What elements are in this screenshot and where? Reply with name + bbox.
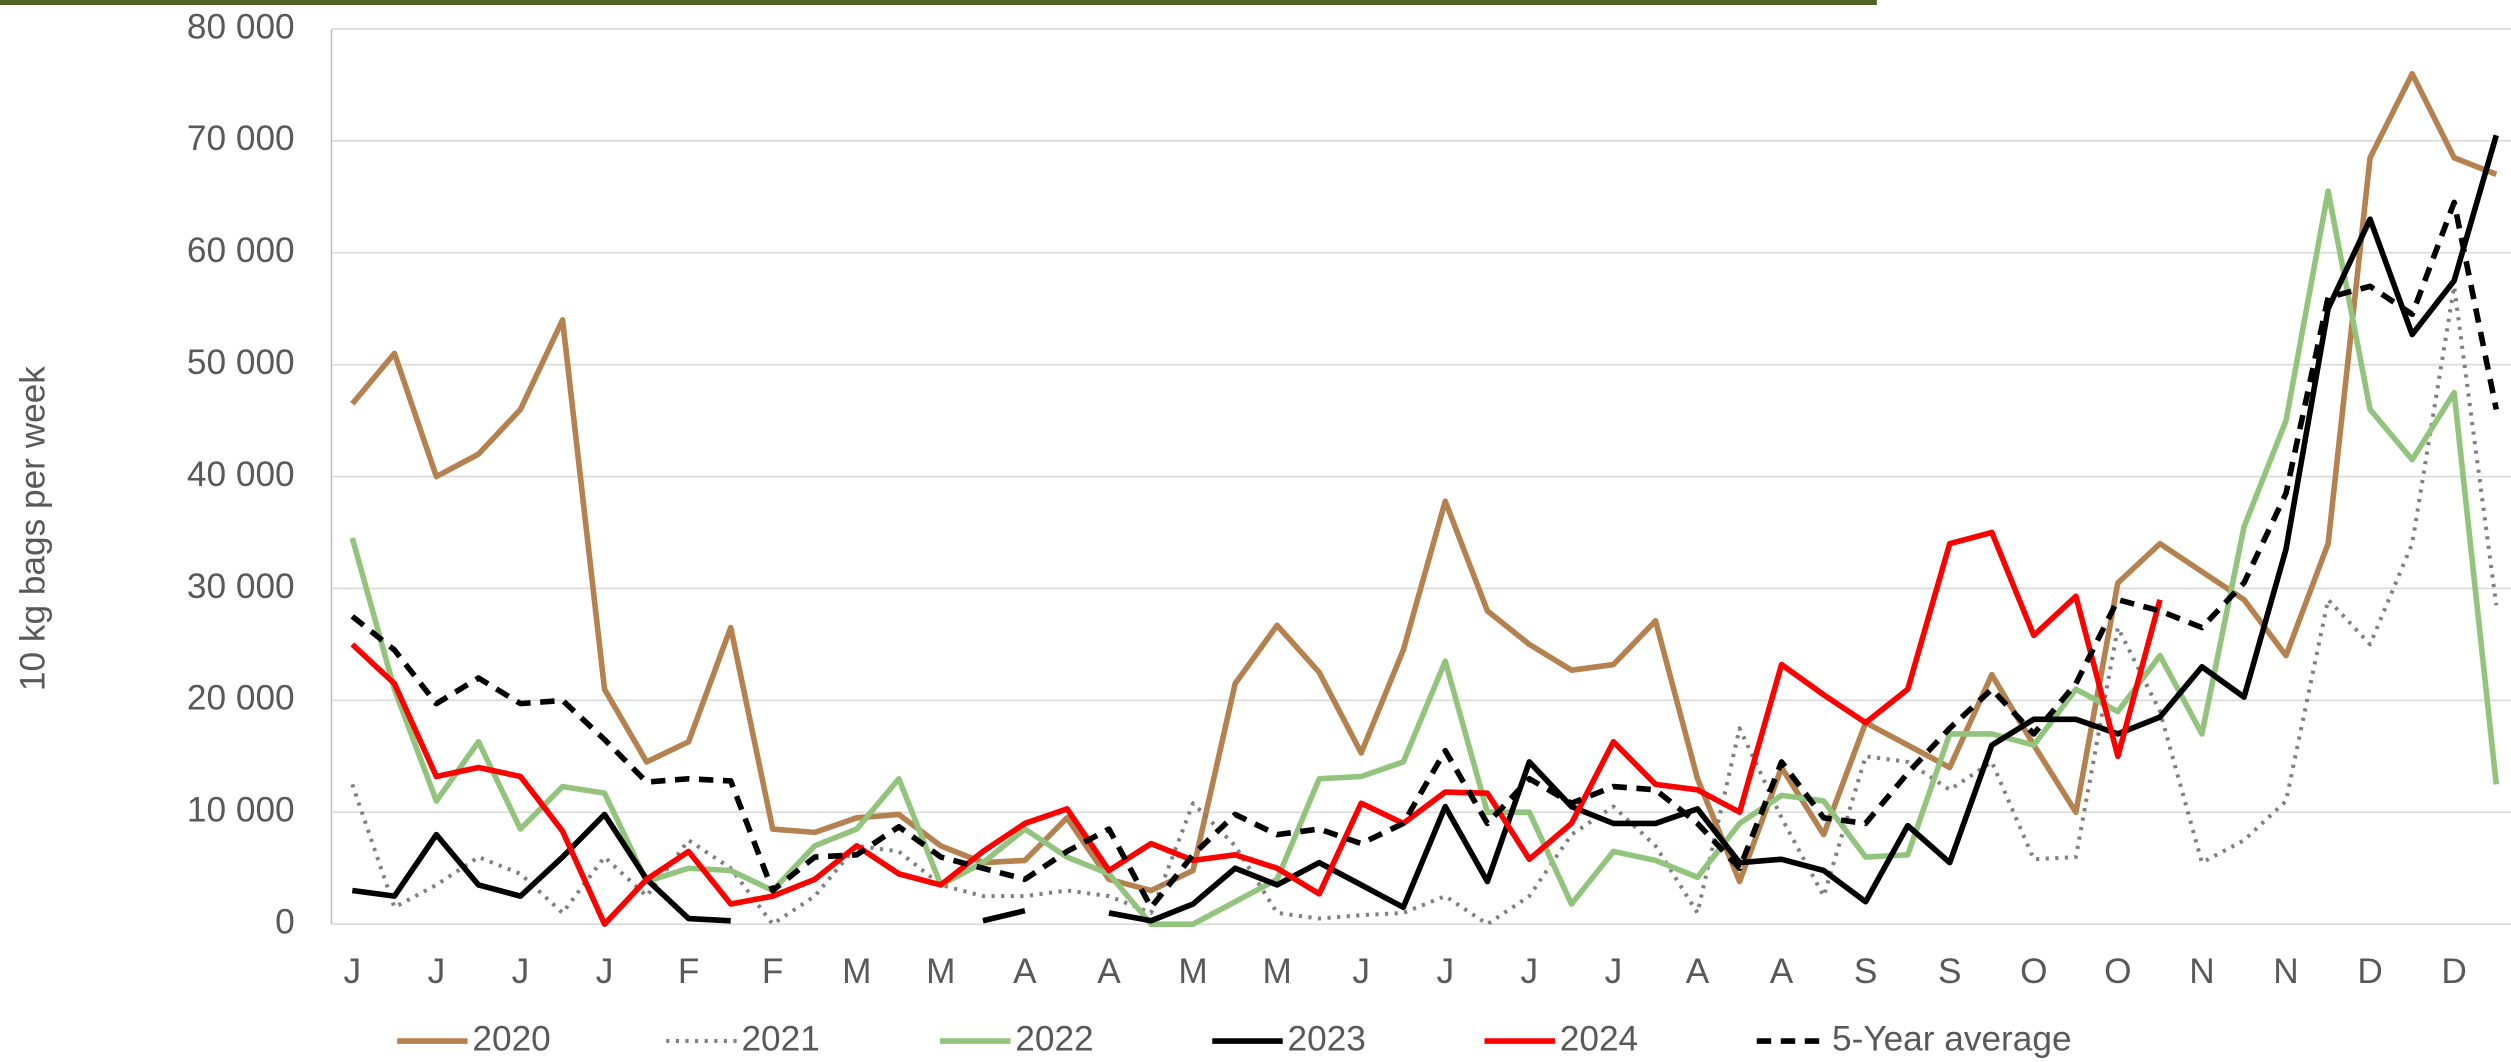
series-line <box>350 529 2163 927</box>
x-tick-label: M <box>926 952 955 991</box>
x-tick-label: J <box>1521 952 1539 991</box>
x-tick-label: J <box>596 952 614 991</box>
x-tick-label: F <box>762 952 784 991</box>
legend-label: 2020 <box>472 1019 550 1058</box>
series-line <box>349 188 2500 927</box>
x-tick-label: J <box>512 952 530 991</box>
y-tick-label: 20 000 <box>187 679 295 718</box>
x-tick-label: J <box>1352 952 1370 991</box>
x-tick-label: S <box>1854 952 1878 991</box>
y-tick-label: 60 000 <box>187 231 295 270</box>
series-line <box>351 811 731 924</box>
x-tick-label: J <box>1436 952 1454 991</box>
y-axis-label: 10 kg bags per week <box>14 366 53 691</box>
y-tick-label: 40 000 <box>187 455 295 494</box>
legend-label: 5-Year average <box>1832 1019 2072 1058</box>
x-tick-label: D <box>2441 952 2466 991</box>
x-tick-label: O <box>2104 952 2131 991</box>
x-tick-label: A <box>1770 952 1794 991</box>
y-tick-label: 0 <box>275 902 295 941</box>
x-tick-label: J <box>344 952 362 991</box>
x-tick-label: M <box>1178 952 1207 991</box>
x-tick-label: S <box>1938 952 1962 991</box>
y-tick-label: 30 000 <box>187 567 295 606</box>
x-tick-label: D <box>2357 952 2382 991</box>
x-tick-label: A <box>1686 952 1710 991</box>
x-tick-label: M <box>1262 952 1291 991</box>
series-line <box>350 70 2498 894</box>
y-tick-label: 80 000 <box>187 7 295 46</box>
x-tick-label: O <box>2020 952 2047 991</box>
x-tick-label: A <box>1013 952 1037 991</box>
series-line <box>350 199 2500 911</box>
x-tick-label: N <box>2273 952 2298 991</box>
series-line <box>1108 134 2499 924</box>
legend-label: 2023 <box>1288 1019 1366 1058</box>
x-tick-label: J <box>428 952 446 991</box>
y-tick-label: 50 000 <box>187 343 295 382</box>
legend-label: 2022 <box>1015 1019 1093 1058</box>
legend-label: 2024 <box>1560 1019 1638 1058</box>
x-tick-label: J <box>1605 952 1623 991</box>
series-line <box>350 284 2499 927</box>
x-tick-label: F <box>678 952 700 991</box>
y-tick-label: 10 000 <box>187 791 295 830</box>
series-line <box>982 907 1026 924</box>
x-tick-label: M <box>842 952 871 991</box>
x-tick-label: N <box>2189 952 2214 991</box>
legend-label: 2021 <box>741 1019 819 1058</box>
y-tick-label: 70 000 <box>187 119 295 158</box>
x-tick-label: A <box>1097 952 1121 991</box>
